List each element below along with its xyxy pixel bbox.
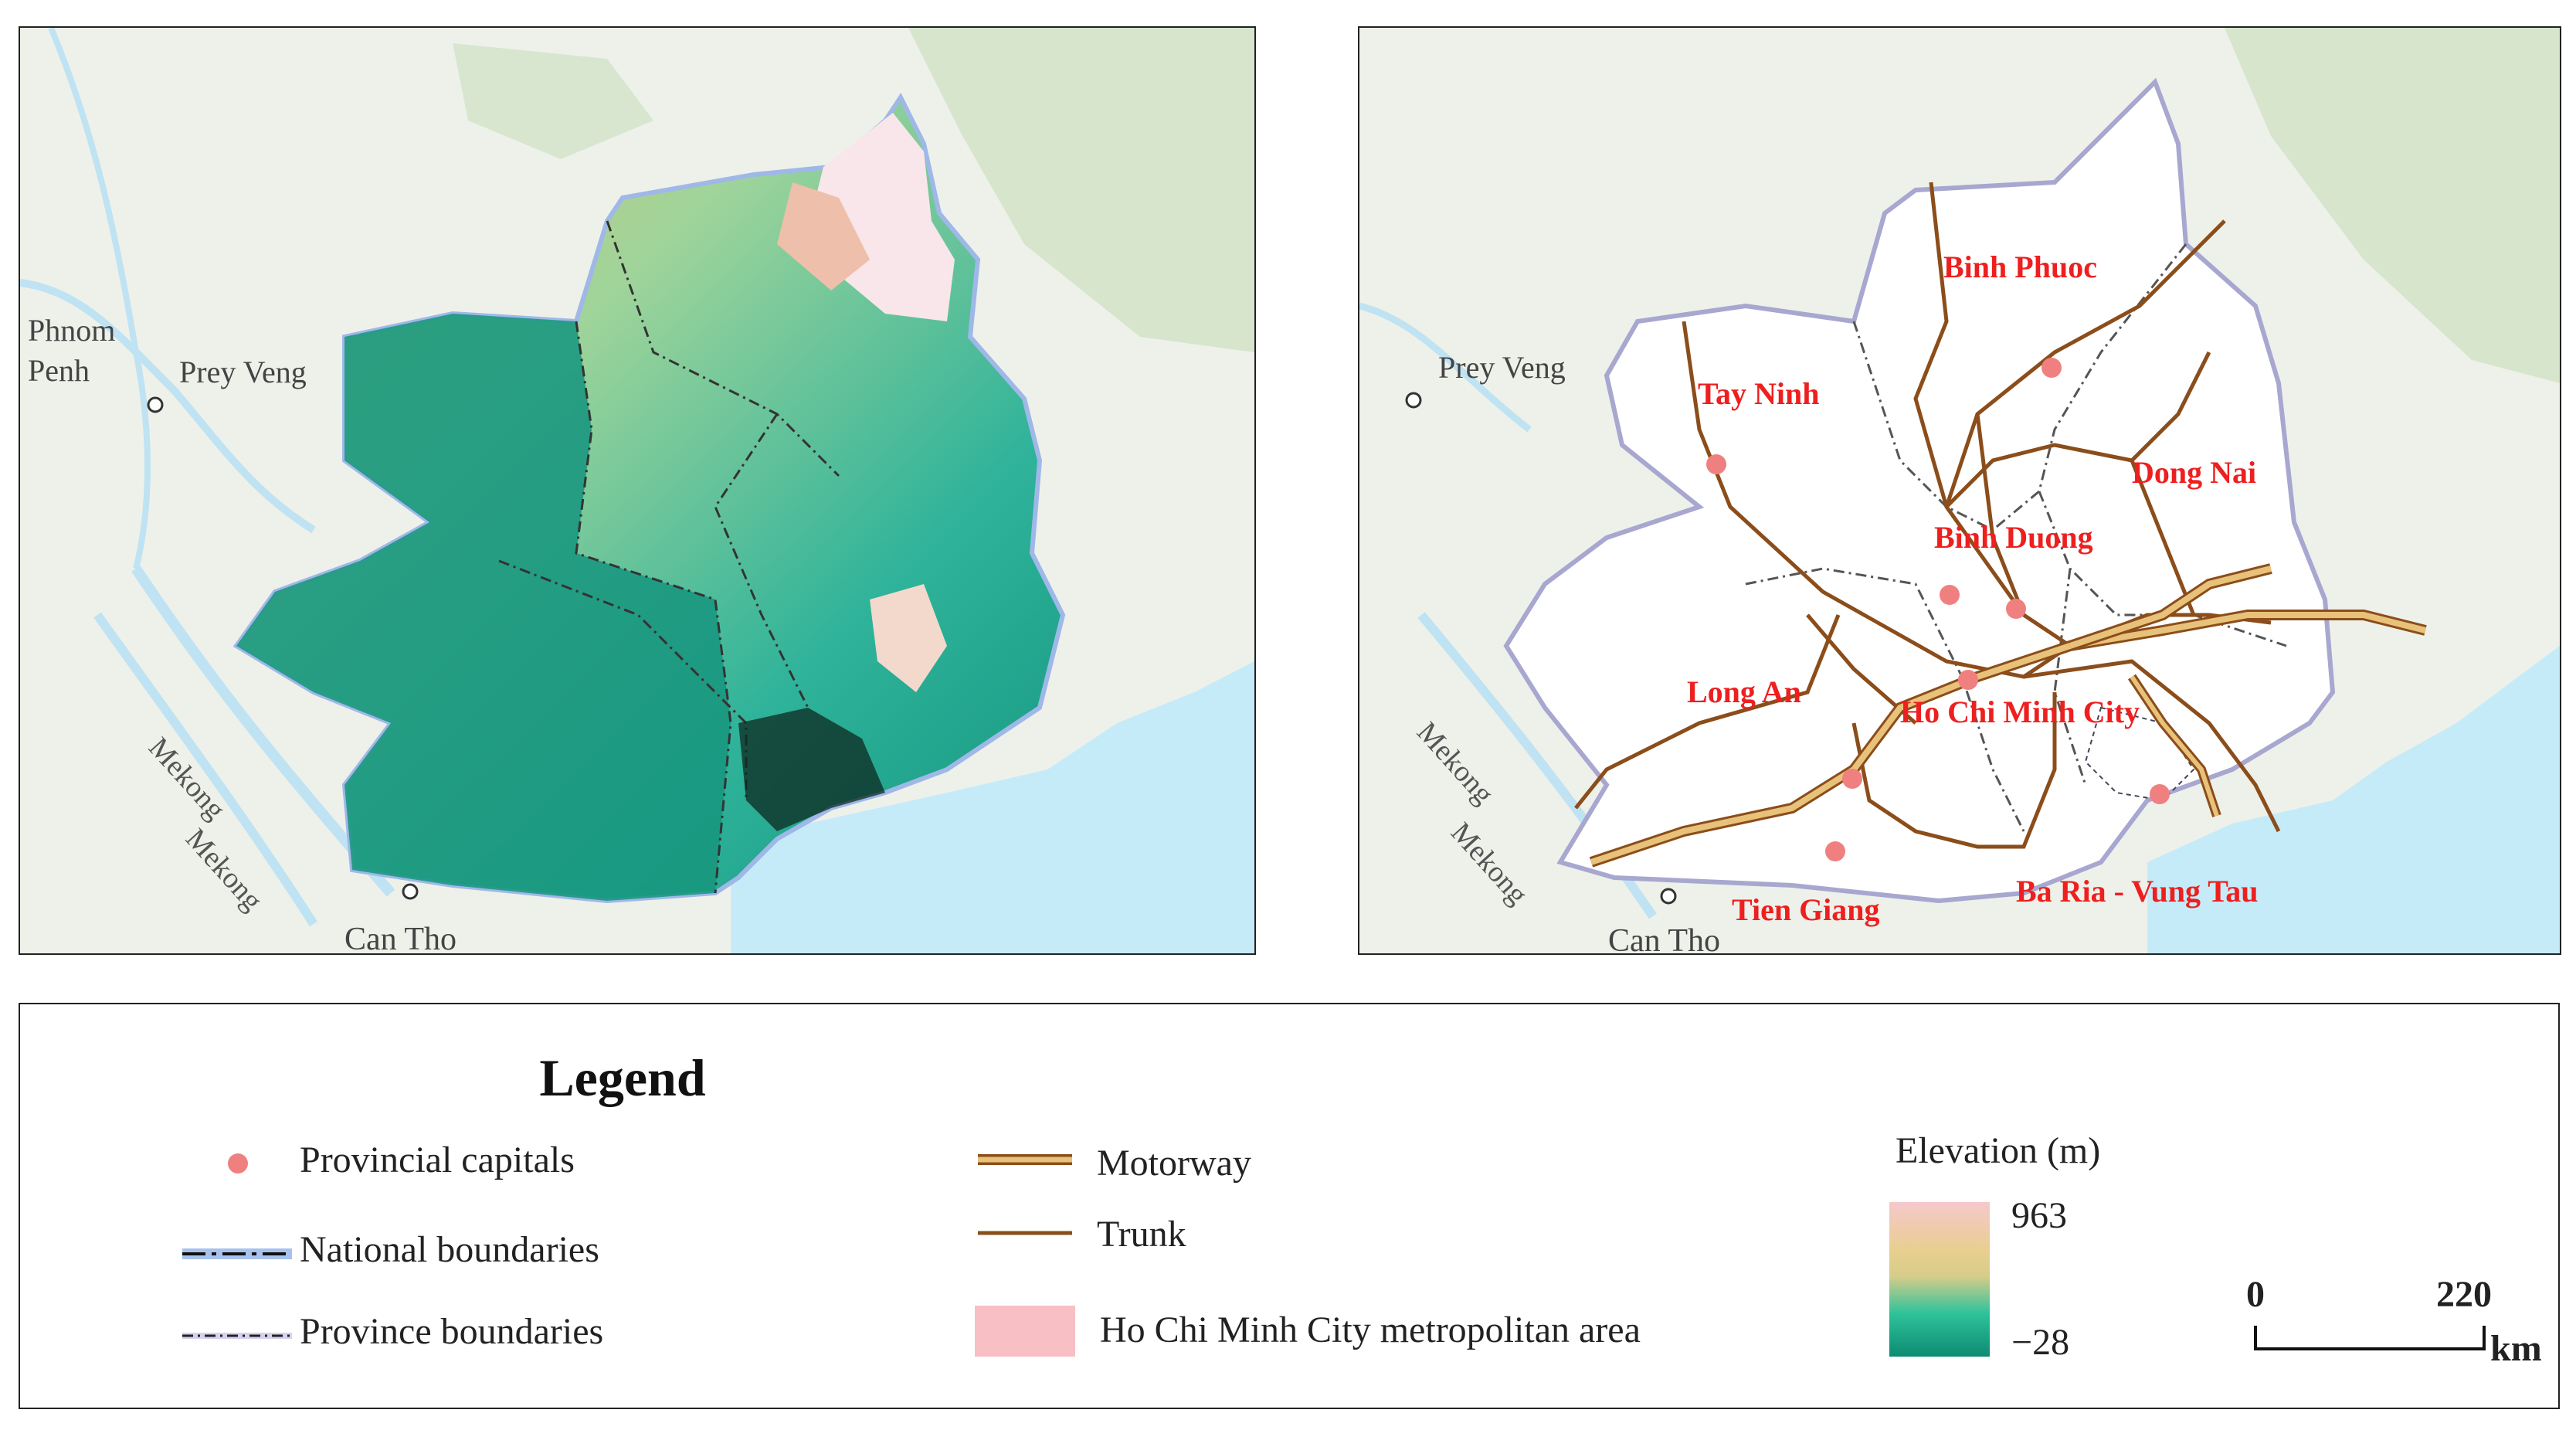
elevation-max-label: 963 <box>2011 1195 2067 1236</box>
forest-area <box>908 28 1254 352</box>
elevation-color-ramp <box>1889 1202 1990 1357</box>
province-boundary <box>606 220 840 477</box>
elevation-map-svg <box>20 28 1254 953</box>
river <box>20 279 316 534</box>
province-boundary <box>2038 243 2187 492</box>
sea <box>731 661 1254 953</box>
province-label-ho-chi-minh-city: Ho Chi Minh City <box>1900 695 2140 729</box>
elevation-title: Elevation (m) <box>1896 1130 2101 1171</box>
province-label-binh-duong: Binh Duong <box>1934 520 2093 555</box>
scale-unit-label: km <box>2490 1328 2542 1369</box>
mangrove-area <box>738 708 885 831</box>
river <box>48 28 151 569</box>
capital-ba-ria-vung-tau <box>2150 784 2170 804</box>
can-tho-marker <box>402 883 419 900</box>
prey-veng-label: Prey Veng <box>1438 350 1566 385</box>
legend-provincial-capitals: Provincial capitals <box>300 1140 575 1180</box>
forest-area <box>453 43 653 159</box>
province-boundary <box>575 321 732 894</box>
can-tho-label: Can Tho <box>344 922 457 955</box>
road-network-map: Prey Veng Can Tho Mekong Mekong Binh Phu… <box>1358 26 2561 955</box>
province-label-tay-ninh: Tay Ninh <box>1698 376 1820 411</box>
legend-trunk: Trunk <box>1097 1214 1186 1255</box>
province-boundary-symbol <box>182 1333 292 1339</box>
mekong-river <box>93 612 318 927</box>
province-label-tien-giang: Tien Giang <box>1732 892 1880 927</box>
capital-tien-giang <box>1825 841 1845 861</box>
capital-dong-nai <box>2006 599 2026 619</box>
highland-area <box>777 182 870 290</box>
metro-area-swatch <box>975 1306 1075 1357</box>
trunk-symbol <box>978 1231 1072 1235</box>
highland-area <box>870 584 947 692</box>
national-boundary-symbol <box>182 1248 292 1259</box>
legend-province-boundaries: Province boundaries <box>300 1311 604 1352</box>
prey-veng-marker <box>1405 392 1422 409</box>
river <box>1359 302 1532 433</box>
capital-ho-chi-minh-city <box>1958 670 1978 690</box>
legend-title: Legend <box>539 1048 706 1107</box>
motorway-symbol <box>978 1154 1072 1165</box>
provincial-capitals <box>1706 358 2170 861</box>
sea <box>2147 646 2560 953</box>
legend-metro-area: Ho Chi Minh City metropolitan area <box>1100 1309 1641 1350</box>
province-label-dong-nai: Dong Nai <box>2132 455 2257 490</box>
can-tho-label: Can Tho <box>1608 923 1721 955</box>
elevation-map: Phnom Penh Prey Veng Can Tho Mekong Meko… <box>19 26 1256 955</box>
province-boundary <box>2053 568 2087 786</box>
capital-long-an <box>1842 769 1862 789</box>
phnom-penh-label-line1: Phnom <box>28 313 116 348</box>
prey-veng-marker <box>147 396 164 413</box>
lowland-area <box>236 314 731 901</box>
phnom-penh-label-line2: Penh <box>28 353 90 388</box>
province-label-long-an: Long An <box>1687 674 1801 709</box>
legend-national-boundaries: National boundaries <box>300 1229 599 1270</box>
scale-end-label: 220 <box>2436 1274 2492 1315</box>
prey-veng-label: Prey Veng <box>179 355 307 389</box>
province-boundary <box>2038 491 2287 647</box>
province-label-binh-phuoc: Binh Phuoc <box>1943 250 2097 284</box>
scale-bar <box>2254 1326 2486 1350</box>
can-tho-marker <box>1660 888 1677 905</box>
legend: Legend Provincial capitals National boun… <box>19 1003 2560 1409</box>
capital-binh-duong <box>1940 585 1960 605</box>
capital-tay-ninh <box>1706 454 1726 474</box>
capital-binh-phuoc <box>2041 358 2062 378</box>
legend-motorway: Motorway <box>1097 1143 1251 1184</box>
elevation-min-label: −28 <box>2011 1322 2070 1363</box>
scale-start-label: 0 <box>2246 1274 2265 1315</box>
forest-area <box>2225 28 2560 383</box>
provincial-capital-symbol <box>228 1153 248 1174</box>
province-label-ba-ria-vung-tau: Ba Ria - Vung Tau <box>2016 874 2259 909</box>
study-area <box>1503 77 2336 904</box>
road-network-map-svg <box>1359 28 2560 953</box>
province-boundary <box>1745 567 2025 832</box>
